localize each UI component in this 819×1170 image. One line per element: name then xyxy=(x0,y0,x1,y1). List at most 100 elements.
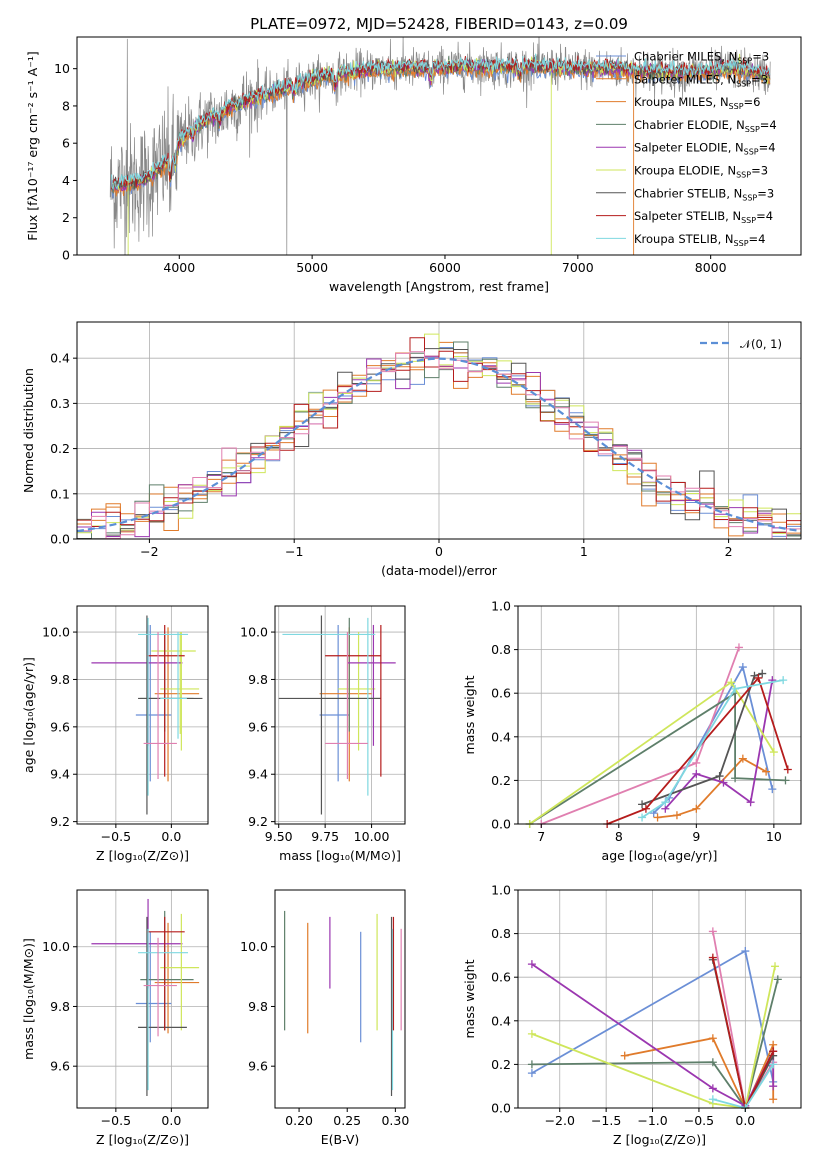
weight_vs_age-xtick-label: 8 xyxy=(615,829,623,844)
spectrum-legend-label: Kroupa MILES, NSSP=6 xyxy=(634,95,760,111)
weight_vs_age-marker xyxy=(738,754,747,763)
weight_vs_Z-marker xyxy=(527,960,536,969)
weight_vs_age-marker xyxy=(783,765,792,774)
weight_vs_age-marker xyxy=(768,785,777,794)
weight_vs_age-frame xyxy=(517,605,802,825)
histogram-ytick-label: 0.1 xyxy=(50,486,70,501)
weight_vs_age-marker xyxy=(638,813,647,822)
weight_vs_age-marker xyxy=(672,811,681,820)
mass_vs_Z-xtick-label: −0.5 xyxy=(101,1113,131,1128)
weight_vs_age-xtick-label: 7 xyxy=(537,829,545,844)
weight_vs_Z-marker xyxy=(708,927,717,936)
legend-label-text: Salpeter MILES, N xyxy=(634,72,736,86)
spectrum-model-line xyxy=(111,53,771,190)
weight_vs_Z-marker xyxy=(708,1034,717,1043)
age_vs_Z-xtick-label: −0.5 xyxy=(101,829,131,844)
weight_vs_Z-ylabel: mass weight xyxy=(462,959,477,1038)
weight_vs_Z-marker xyxy=(708,1095,717,1104)
mass_vs_Z-xtick-label: 0.0 xyxy=(161,1113,181,1128)
age_vs_mass-ytick-label: 9.8 xyxy=(248,672,268,687)
histogram-xtick-label: 0 xyxy=(435,544,443,559)
legend-label-text: Chabrier MILES, N xyxy=(634,50,737,64)
weight_vs_age-ytick-label: 0.6 xyxy=(491,686,511,701)
legend-label-sub: SSP xyxy=(741,216,756,225)
age_vs_mass-xlabel: mass [log₁₀(M/M⊙)] xyxy=(279,848,401,863)
weight_vs_age-marker xyxy=(738,663,747,672)
legend-label-tail: =3 xyxy=(751,164,768,178)
legend-label-text: Chabrier STELIB, N xyxy=(634,186,742,200)
weight_vs_age-marker xyxy=(762,767,771,776)
weight_vs_age-ylabel: mass weight xyxy=(462,675,477,754)
weight_vs_age-marker xyxy=(727,678,736,687)
weight_vs_age-marker xyxy=(781,776,790,785)
weight_vs_Z-marker xyxy=(708,953,717,962)
weight_vs_age-marker xyxy=(661,798,670,807)
legend-label-tail: =4 xyxy=(749,232,766,246)
spectrum-legend-label: Salpeter ELODIE, NSSP=4 xyxy=(634,141,776,157)
weight_vs_age-xlabel: age [log₁₀(age/yr)] xyxy=(602,848,718,863)
spectrum-ytick-label: 10 xyxy=(54,61,70,76)
spectrum-plot xyxy=(109,37,771,255)
weight_vs_age-marker xyxy=(638,800,647,809)
weight_vs_age-marker xyxy=(731,774,740,783)
legend-label-sub: SSP xyxy=(734,239,749,248)
weight_vs_Z-marker xyxy=(773,975,782,984)
legend-label-sub: SSP xyxy=(729,102,744,111)
legend-label-tail: =4 xyxy=(756,209,773,223)
weight_vs_Z-xlabel: Z [log₁₀(Z/Z⊙)] xyxy=(613,1132,706,1147)
spectrum-ytick-label: 4 xyxy=(62,173,70,188)
mass_vs_Z-ytick-label: 10.0 xyxy=(42,939,70,954)
weight_vs_Z-marker xyxy=(741,947,750,956)
weight_vs_age-ytick-label: 0.2 xyxy=(491,773,511,788)
spectrum-title: PLATE=0972, MJD=52428, FIBERID=0143, z=0… xyxy=(250,15,628,33)
spectrum-legend-label: Salpeter STELIB, NSSP=4 xyxy=(634,209,773,225)
spectrum-xtick-label: 4000 xyxy=(163,260,195,275)
spectrum-xtick-label: 6000 xyxy=(429,260,461,275)
spectrum-ylabel: Flux [fλ10⁻¹⁷ erg cm⁻² s⁻¹ A⁻¹] xyxy=(25,51,40,240)
age_vs_Z-xtick-label: 0.0 xyxy=(161,829,181,844)
mass_vs_Z-xlabel: Z [log₁₀(Z/Z⊙)] xyxy=(96,1132,189,1147)
age_vs_Z-ylabel: age [log₁₀(age/yr)] xyxy=(21,657,36,773)
weight_vs_age-ytick-label: 0.0 xyxy=(491,817,511,832)
weight_vs_age-ytick-label: 0.4 xyxy=(491,729,511,744)
weight_vs_Z-ytick-label: 0.4 xyxy=(491,1013,511,1028)
histogram-step-line xyxy=(77,351,801,539)
weight_vs_age-marker xyxy=(734,643,743,652)
spectrum-ytick-label: 0 xyxy=(62,248,70,263)
legend-label-tail: =4 xyxy=(760,118,777,132)
mass_vs_ebv-ytick-label: 9.6 xyxy=(248,1059,268,1074)
legend-label-text: Salpeter STELIB, N xyxy=(634,209,741,223)
mass_vs_Z-ytick-label: 9.8 xyxy=(50,999,70,1014)
weight_vs_age-marker xyxy=(746,798,755,807)
age_vs_mass-ytick-label: 10.0 xyxy=(240,625,268,640)
histogram-ytick-label: 0.4 xyxy=(50,351,70,366)
legend-label-tail: =4 xyxy=(759,141,776,155)
weight_vs_age-marker xyxy=(769,748,778,757)
weight_vs_age-ytick-label: 1.0 xyxy=(491,599,511,614)
histogram-ytick-label: 0.0 xyxy=(50,532,70,547)
histogram-step-line xyxy=(77,348,801,539)
mass_vs_ebv-frame xyxy=(274,889,406,1109)
weight_vs_age-marker xyxy=(719,778,728,787)
weight_vs_Z-marker xyxy=(708,1058,717,1067)
age_vs_Z-ytick-label: 9.6 xyxy=(50,719,70,734)
weight_vs_age-xtick-label: 10 xyxy=(766,829,782,844)
mass_vs_Z-ylabel: mass [log₁₀(M/M⊙)] xyxy=(21,938,36,1060)
spectrum-xlabel: wavelength [Angstrom, rest frame] xyxy=(329,279,549,294)
spectrum-xtick-label: 8000 xyxy=(695,260,727,275)
normal-curve xyxy=(77,357,801,533)
age_vs_Z-ytick-label: 9.4 xyxy=(50,767,70,782)
weight_vs_Z-marker xyxy=(527,1069,536,1078)
legend-label-text: Salpeter ELODIE, N xyxy=(634,141,744,155)
age_vs_Z-ytick-label: 10.0 xyxy=(42,625,70,640)
histogram-plot xyxy=(77,333,801,539)
spectrum-frame xyxy=(76,36,802,256)
histogram-xtick-label: −1 xyxy=(285,544,303,559)
mass_vs_ebv-ytick-label: 9.8 xyxy=(248,999,268,1014)
weight_vs_Z-xtick-label: 0.0 xyxy=(735,1113,755,1128)
legend-label-tail: =3 xyxy=(757,186,774,200)
age_vs_mass-ytick-label: 9.2 xyxy=(248,814,268,829)
histogram-xtick-label: −2 xyxy=(140,544,158,559)
age_vs_Z-ytick-label: 9.2 xyxy=(50,814,70,829)
